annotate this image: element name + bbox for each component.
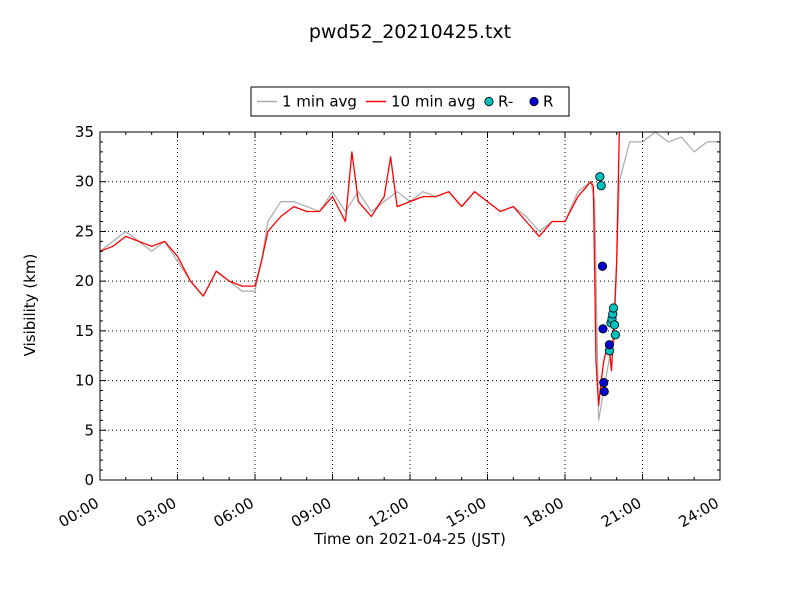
x-tick-label: 15:00 (443, 494, 489, 531)
y-tick-label: 30 (75, 173, 94, 191)
y-tick-label: 5 (84, 421, 94, 439)
marker-r-point (598, 324, 608, 334)
marker-r-minus-point (608, 303, 619, 313)
x-axis-label: Time on 2021-04-25 (JST) (313, 530, 506, 548)
marker-r-point (597, 261, 608, 271)
grid (100, 132, 720, 480)
legend-box (250, 86, 570, 117)
y-tick-label: 10 (75, 372, 94, 390)
y-tick-label: 35 (75, 123, 94, 141)
legend-swatch-marker (529, 96, 539, 107)
x-tick-label: 24:00 (676, 494, 722, 531)
legend-label: 10 min avg (391, 93, 476, 111)
y-tick-label: 20 (75, 272, 94, 290)
marker-r-point (604, 340, 615, 350)
marker-r-minus-point (596, 181, 606, 191)
axes: 00:00 03:00 06:00 09:00 12:00 15:00 18:00 21:00… (56, 123, 722, 531)
marker-r-minus-point (609, 320, 620, 330)
plot-area (100, 132, 720, 421)
legend-swatch-marker (484, 96, 494, 107)
y-tick-label: 15 (75, 322, 94, 340)
marker-r-point (599, 386, 609, 397)
legend-label: R (543, 93, 553, 111)
y-tick-label: 0 (84, 471, 94, 489)
x-tick-label: 09:00 (288, 494, 334, 531)
y-tick-label: 25 (75, 222, 94, 240)
y-axis-label: Visibility (km) (21, 254, 39, 357)
chart-title: pwd52_20210425.txt (309, 21, 511, 43)
x-tick-label: 06:00 (211, 494, 257, 531)
x-tick-label: 12:00 (366, 494, 412, 531)
x-tick-label: 03:00 (133, 494, 179, 531)
marker-r-point (599, 377, 609, 388)
x-tick-label: 18:00 (521, 494, 567, 531)
legend: 1 min avg 10 min avg R- R (250, 86, 570, 117)
legend-label: 1 min avg (282, 93, 357, 111)
x-tick-label: 21:00 (598, 494, 644, 531)
marker-r-minus-point (595, 172, 605, 182)
x-tick-label: 00:00 (56, 494, 102, 531)
marker-r-minus-point (610, 330, 620, 340)
legend-label: R- (498, 93, 513, 111)
series-line-0 (100, 132, 696, 407)
